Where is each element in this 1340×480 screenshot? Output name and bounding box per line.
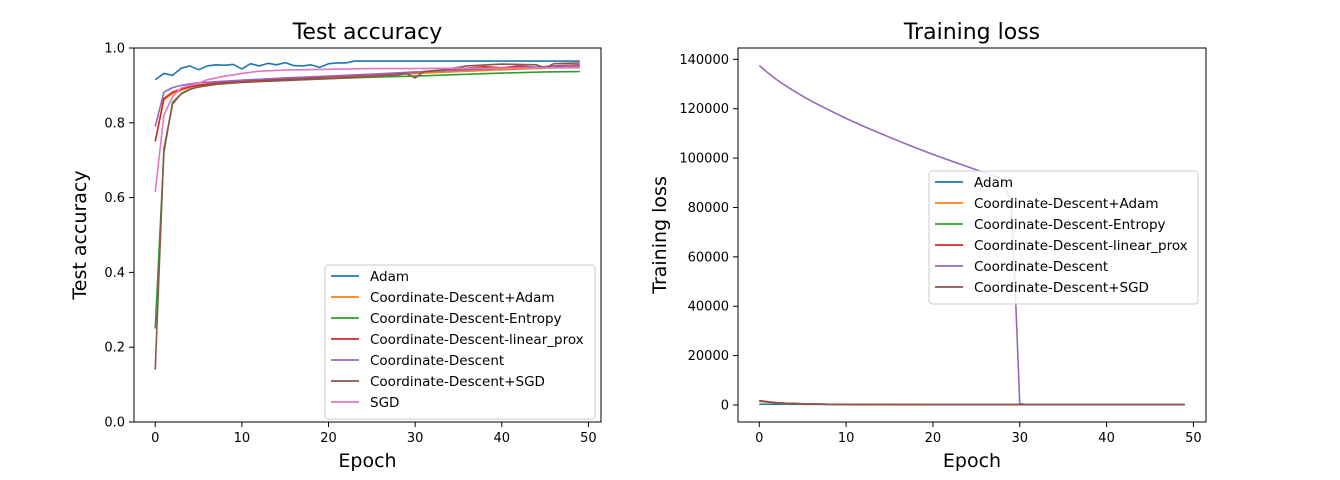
y-tick-label: 0 — [721, 398, 729, 413]
legend-item-coordinate-descent-entropy: Coordinate-Descent-Entropy — [974, 217, 1166, 233]
legend-item-coordinate-descent-linear-prox: Coordinate-Descent-linear_prox — [974, 238, 1188, 254]
legend-item-coordinate-descent-linear-prox: Coordinate-Descent-linear_prox — [370, 332, 584, 348]
series-line-sgd — [154, 67, 580, 193]
legend: Adam Coordinate-Descent+Adam Coordinate-De… — [324, 264, 596, 420]
y-tick-label: 120000 — [679, 102, 729, 117]
chart-title: Test accuracy — [292, 20, 443, 45]
x-tick-label: 50 — [580, 431, 597, 446]
y-tick-label: 0.6 — [104, 191, 125, 206]
y-tick-label: 0.2 — [104, 341, 125, 356]
legend-item-coordinate-descent-entropy: Coordinate-Descent-Entropy — [370, 311, 562, 327]
series-line-adam — [154, 60, 580, 81]
legend-box — [324, 264, 596, 420]
x-tick-label: 50 — [1185, 431, 1202, 446]
y-tick-label: 80000 — [688, 201, 729, 216]
y-tick-label: 60000 — [688, 250, 729, 265]
x-tick-label: 0 — [755, 431, 763, 446]
legend-item-coordinate-descent-sgd: Coordinate-Descent+SGD — [370, 374, 545, 390]
legend: Adam Coordinate-Descent+Adam Coordinate-De… — [928, 170, 1199, 305]
y-axis-label: Test accuracy — [69, 170, 91, 300]
series-line-coordinate-descent — [758, 64, 1185, 406]
x-tick-label: 0 — [151, 431, 159, 446]
y-tick-label: 0.8 — [104, 116, 125, 131]
y-tick-label: 100000 — [679, 152, 729, 167]
chart-title: Training loss — [903, 20, 1040, 45]
series-lines — [154, 60, 580, 370]
y-axis-label: Training loss — [649, 176, 671, 295]
x-axis-label: Epoch — [943, 450, 1001, 472]
series-line-coordinate-descent — [154, 64, 580, 127]
legend-item-sgd: SGD — [370, 395, 399, 411]
chart-test-accuracy: Test accuracy 0 10 20 30 40 50 0.0 0.2 0.4 0.6 0.8 1… — [69, 20, 602, 472]
x-tick-label: 40 — [494, 431, 511, 446]
x-tick-label: 10 — [234, 431, 251, 446]
y-tick-label: 1.0 — [104, 42, 125, 57]
plot-frame — [737, 47, 1207, 423]
series-line-coordinate-descent-sgd — [154, 62, 580, 370]
legend-box — [928, 170, 1199, 305]
y-tick-label: 20000 — [688, 349, 729, 364]
plot-frame — [133, 47, 602, 423]
legend-item-adam: Adam — [974, 175, 1013, 191]
x-tick-label: 40 — [1098, 431, 1115, 446]
x-axis-label: Epoch — [338, 450, 396, 472]
legend-item-coordinate-descent-adam: Coordinate-Descent+Adam — [974, 196, 1159, 212]
series-line-coordinate-descent-sgd — [759, 399, 1185, 406]
series-lines — [758, 64, 1185, 406]
x-tick-label: 30 — [407, 431, 424, 446]
x-tick-label: 20 — [320, 431, 337, 446]
y-tick-label: 40000 — [688, 300, 729, 315]
y-tick-label: 140000 — [679, 53, 729, 68]
legend-item-coordinate-descent: Coordinate-Descent — [370, 353, 504, 369]
legend-item-coordinate-descent-sgd: Coordinate-Descent+SGD — [974, 280, 1149, 296]
legend-item-adam: Adam — [370, 269, 409, 285]
x-tick-label: 30 — [1011, 431, 1028, 446]
legend-item-coordinate-descent-adam: Coordinate-Descent+Adam — [370, 290, 555, 306]
x-tick-label: 20 — [925, 431, 942, 446]
legend-item-coordinate-descent: Coordinate-Descent — [974, 259, 1108, 275]
y-tick-label: 0.0 — [104, 416, 125, 431]
chart-training-loss: Training loss 0 10 20 30 40 50 0 20000 40000 60000… — [649, 20, 1207, 472]
x-tick-label: 10 — [838, 431, 855, 446]
y-tick-label: 0.4 — [104, 266, 125, 281]
